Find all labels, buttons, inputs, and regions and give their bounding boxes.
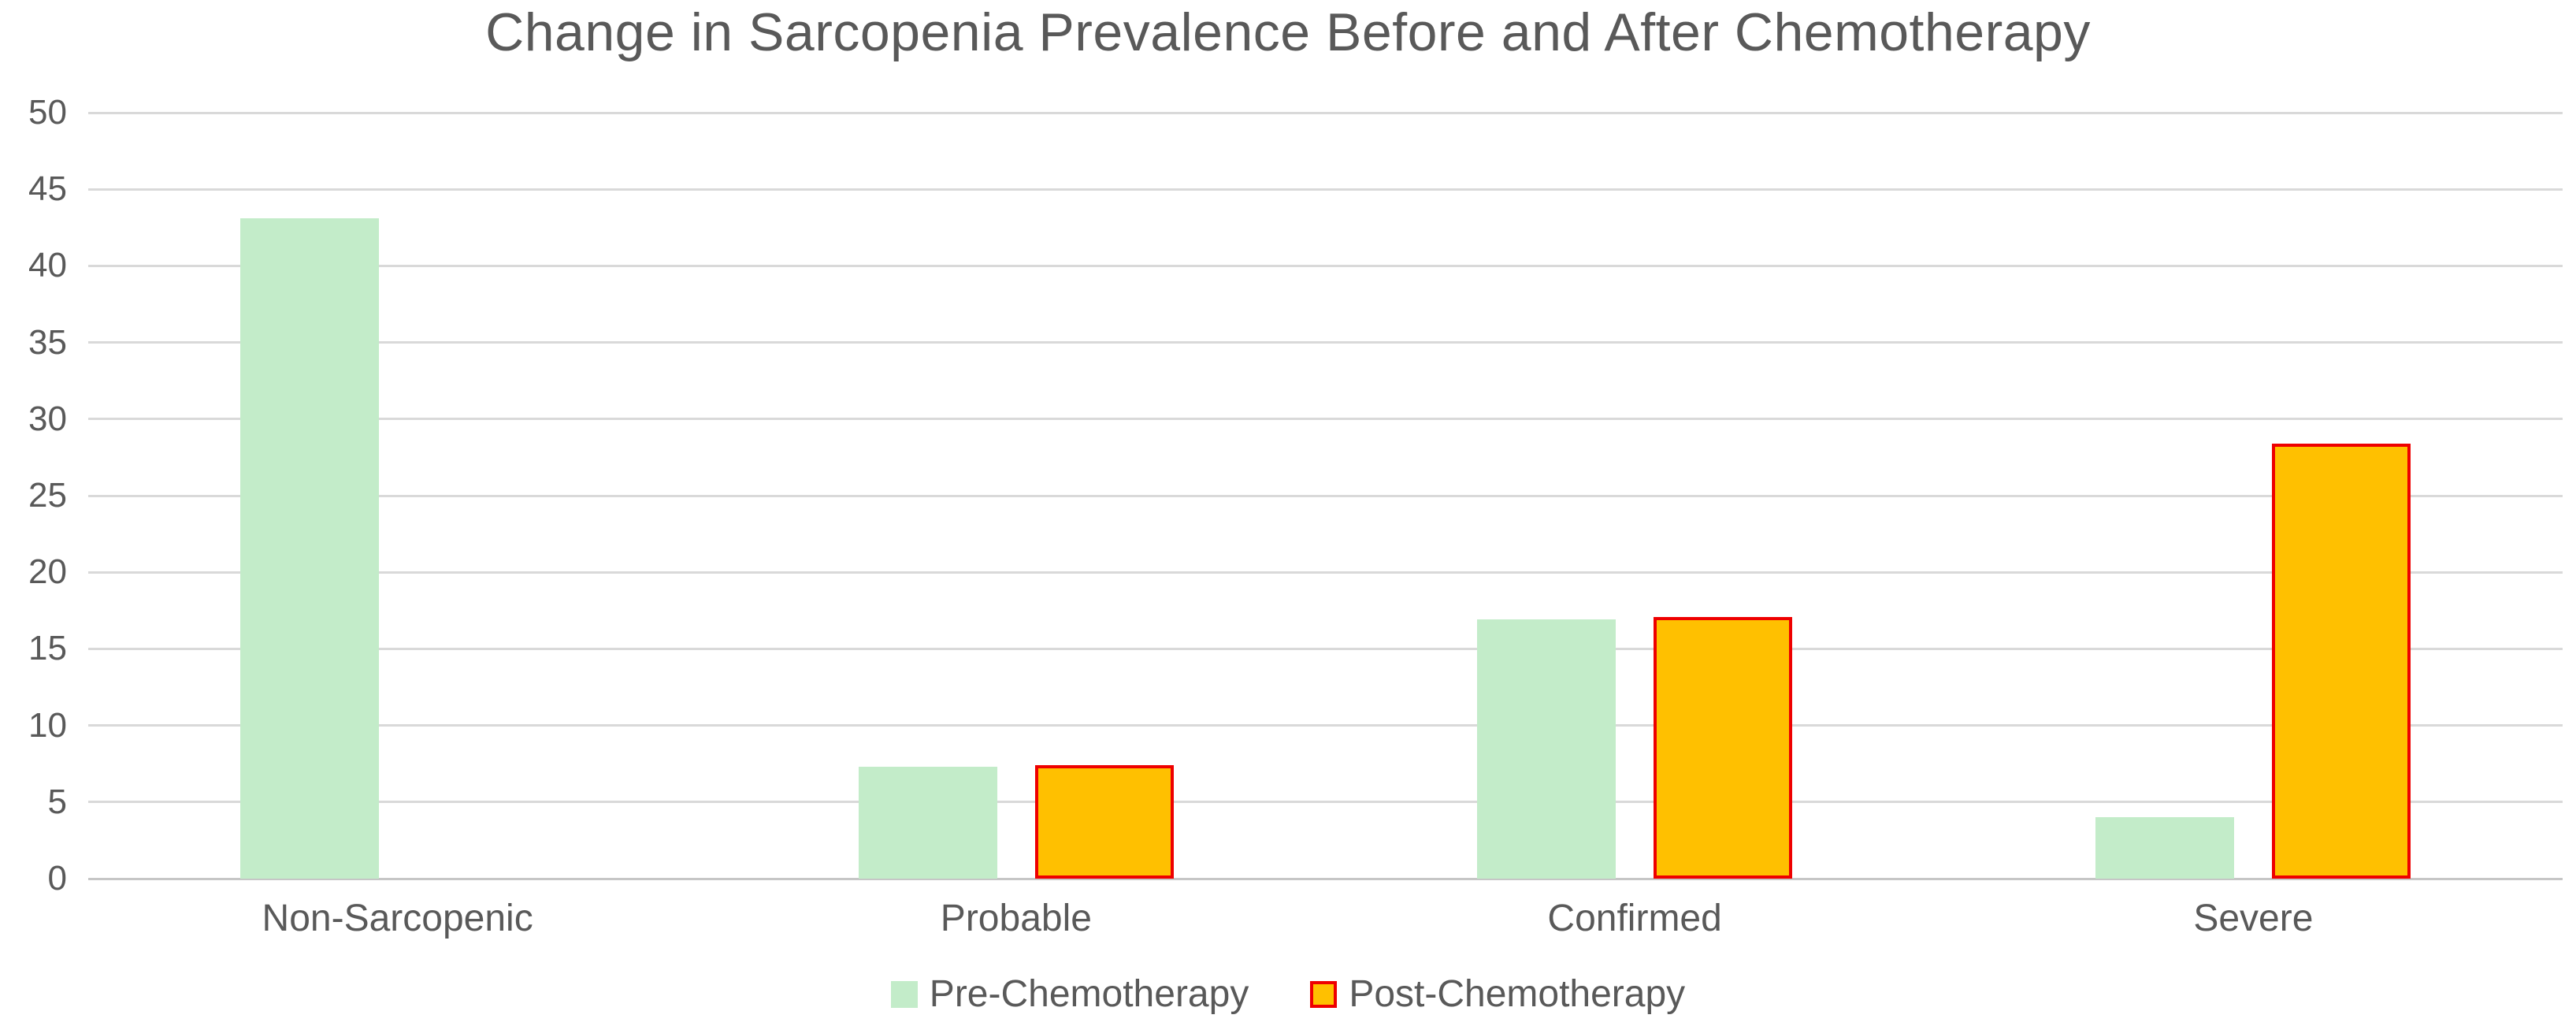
y-tick-5: 5 bbox=[47, 782, 67, 821]
y-tick-45: 45 bbox=[28, 169, 67, 209]
y-tick-40: 40 bbox=[28, 246, 67, 285]
plot-area bbox=[88, 111, 2563, 880]
x-label-non-sarcopenic: Non-Sarcopenic bbox=[262, 898, 533, 939]
gridline-0 bbox=[88, 877, 2563, 880]
y-tick-25: 25 bbox=[28, 476, 67, 515]
legend-label-post-chemotherapy: Post-Chemotherapy bbox=[1349, 973, 1686, 1015]
bar-post-confirmed bbox=[1654, 616, 1793, 879]
gridline-30 bbox=[88, 418, 2563, 421]
y-tick-30: 30 bbox=[28, 399, 67, 438]
gridline-5 bbox=[88, 801, 2563, 804]
x-label-confirmed: Confirmed bbox=[1547, 898, 1722, 939]
x-label-probable: Probable bbox=[940, 898, 1092, 939]
y-tick-35: 35 bbox=[28, 322, 67, 362]
pre-chemotherapy-swatch-icon bbox=[890, 980, 918, 1008]
x-axis-category-labels: Non-Sarcopenic Probable Confirmed Severe bbox=[88, 897, 2563, 941]
legend-item-post-chemotherapy: Post-Chemotherapy bbox=[1310, 972, 1685, 1016]
post-chemotherapy-swatch-icon bbox=[1310, 980, 1338, 1008]
gridline-40 bbox=[88, 264, 2563, 267]
y-tick-50: 50 bbox=[28, 93, 67, 132]
gridline-45 bbox=[88, 188, 2563, 191]
gridline-35 bbox=[88, 341, 2563, 344]
x-label-severe: Severe bbox=[2193, 898, 2314, 939]
y-tick-15: 15 bbox=[28, 629, 67, 668]
gridline-50 bbox=[88, 111, 2563, 114]
gridline-15 bbox=[88, 647, 2563, 650]
legend-item-pre-chemotherapy: Pre-Chemotherapy bbox=[890, 972, 1249, 1016]
bar-pre-probable bbox=[858, 767, 997, 879]
gridline-25 bbox=[88, 494, 2563, 497]
y-tick-20: 20 bbox=[28, 552, 67, 592]
y-tick-10: 10 bbox=[28, 705, 67, 745]
bar-post-probable bbox=[1034, 765, 1174, 879]
chart-title: Change in Sarcopenia Prevalence Before a… bbox=[485, 2, 2091, 62]
bar-pre-severe bbox=[2095, 817, 2235, 879]
legend-label-pre-chemotherapy: Pre-Chemotherapy bbox=[929, 973, 1249, 1015]
y-tick-0: 0 bbox=[47, 859, 67, 898]
gridline-20 bbox=[88, 571, 2563, 574]
bar-pre-non-sarcopenic bbox=[239, 218, 379, 879]
legend: Pre-Chemotherapy Post-Chemotherapy bbox=[0, 972, 2576, 1016]
gridline-10 bbox=[88, 724, 2563, 727]
bar-post-severe bbox=[2272, 443, 2411, 879]
bar-pre-confirmed bbox=[1477, 619, 1616, 879]
